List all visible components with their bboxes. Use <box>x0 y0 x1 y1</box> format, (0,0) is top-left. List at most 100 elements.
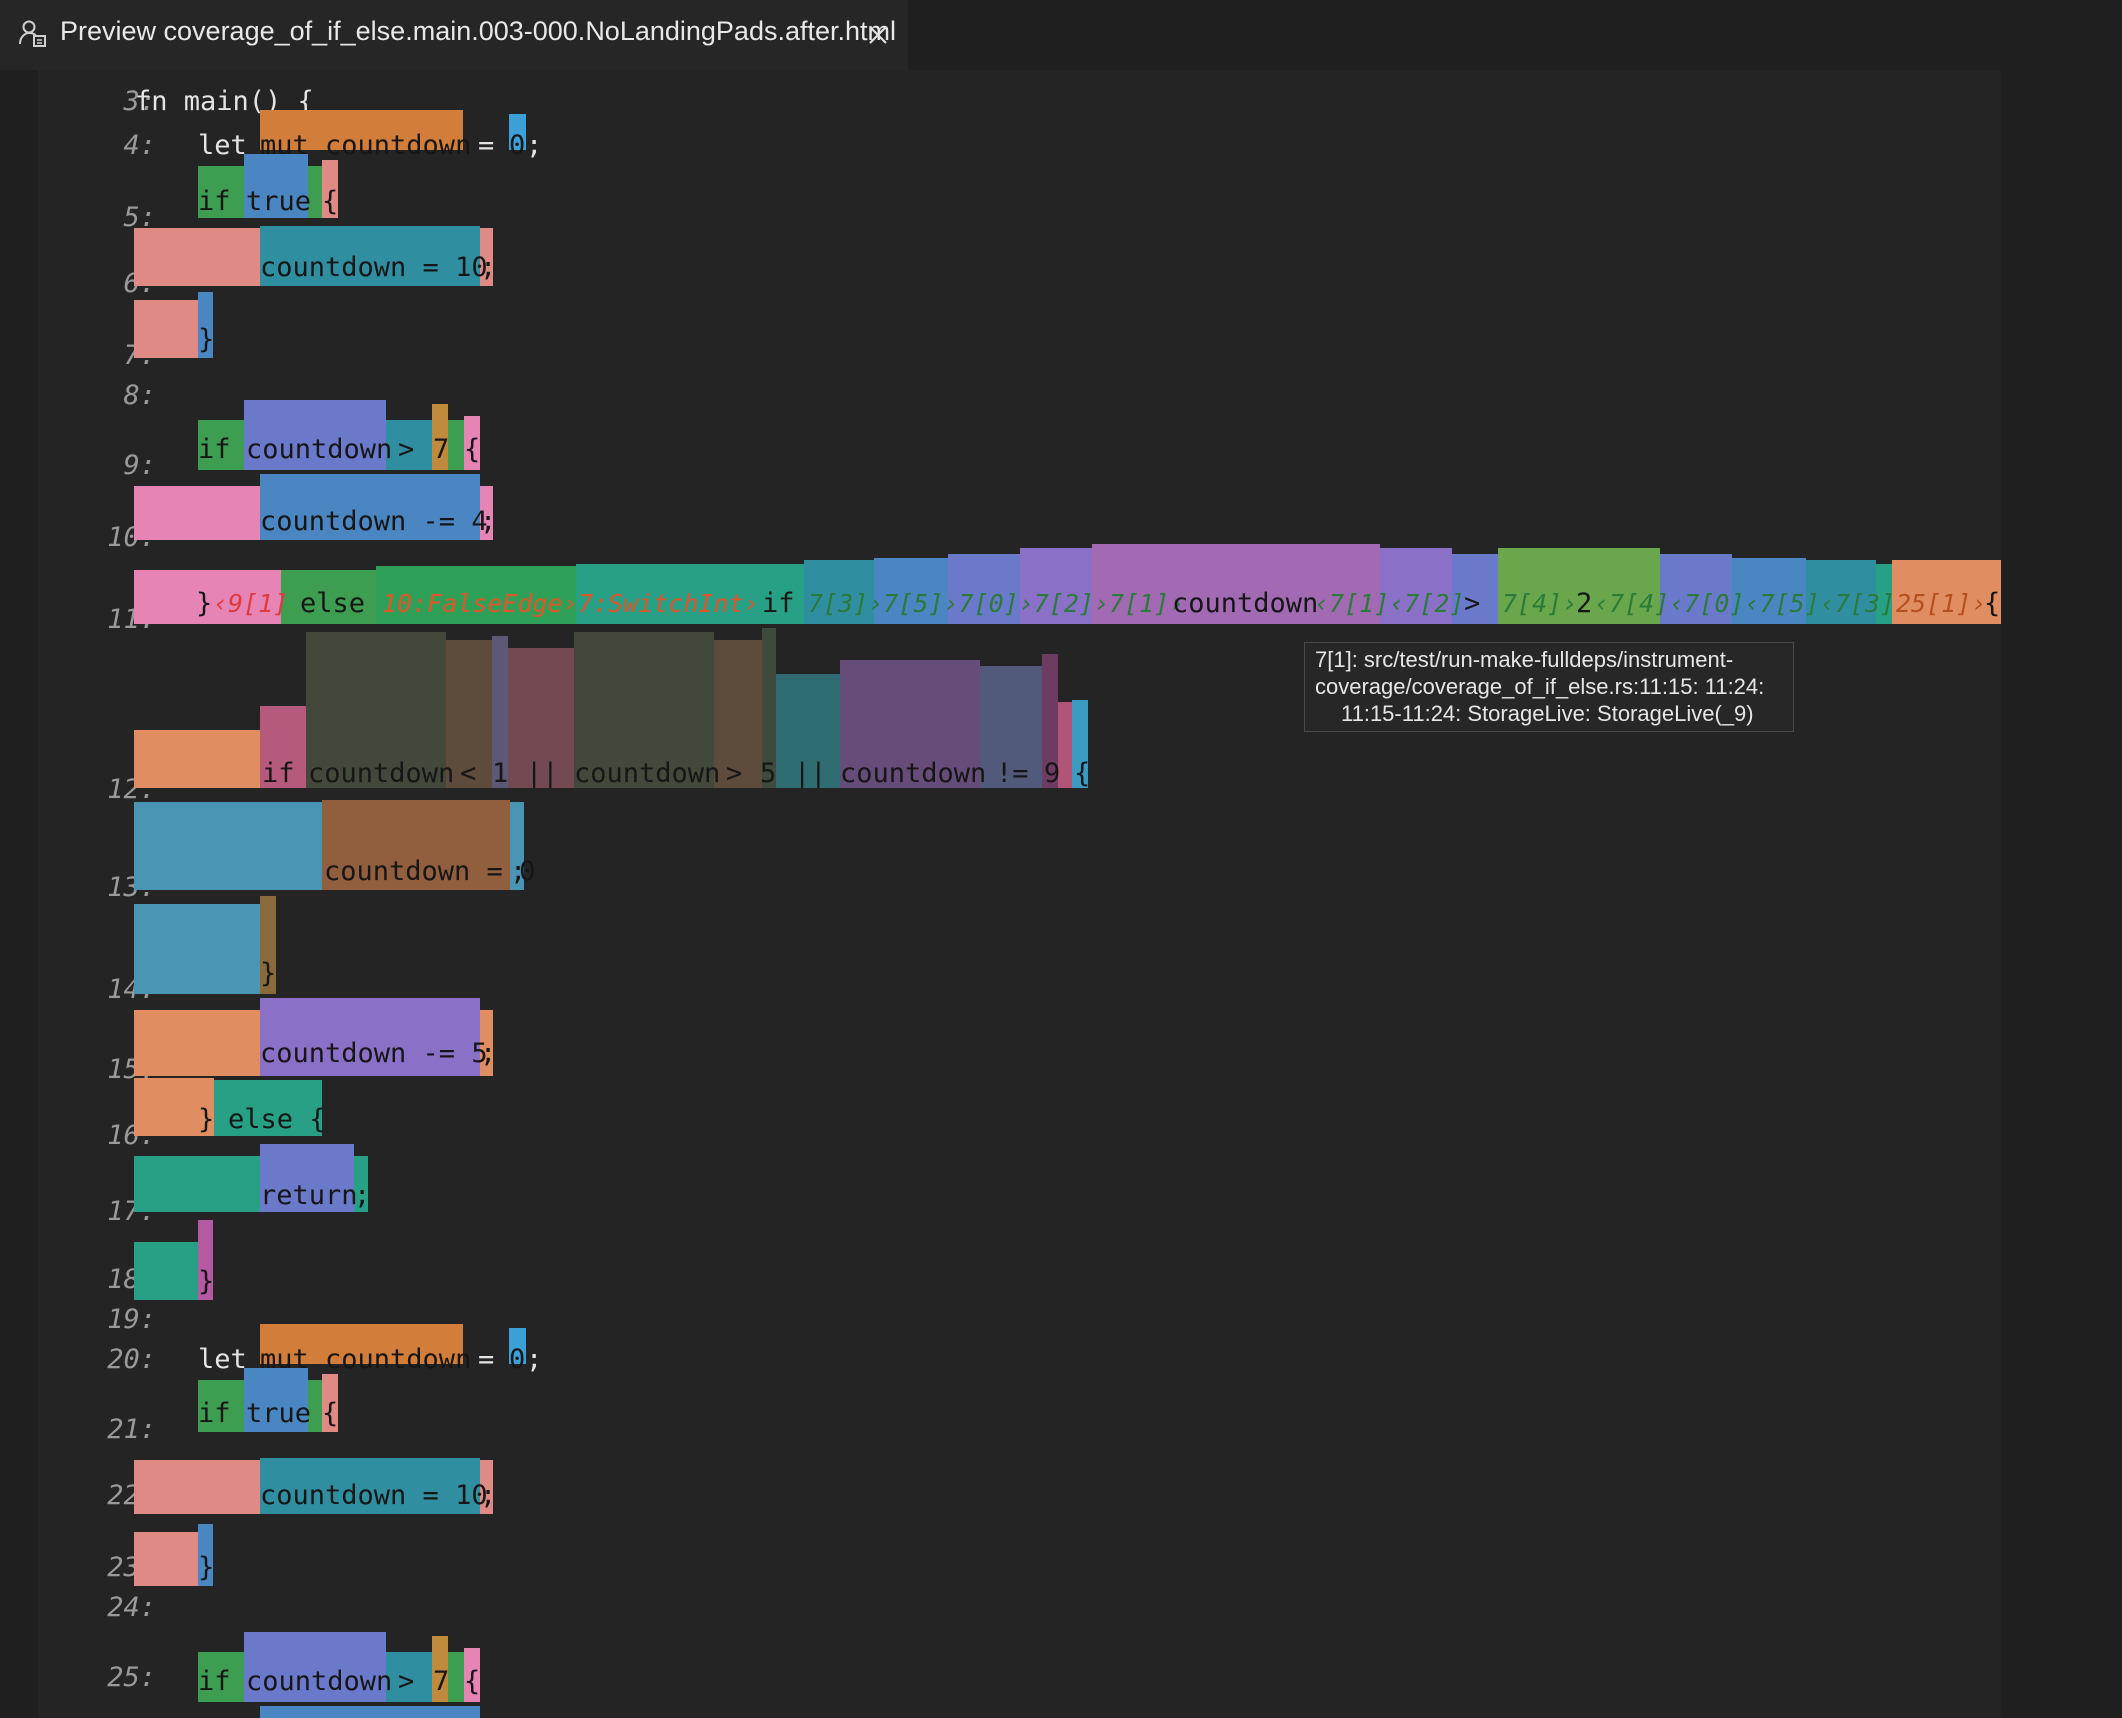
code-gt: > <box>398 434 415 465</box>
line-number: 24: <box>107 1592 156 1623</box>
coverage-span <box>244 400 386 470</box>
code-eq: = <box>478 1344 495 1375</box>
code-countdown: countdown <box>574 758 721 789</box>
coverage-span <box>322 160 338 218</box>
coverage-span <box>244 1368 308 1432</box>
code-semi: ; <box>480 506 497 537</box>
coverage-label: 7:SwitchInt› <box>578 589 759 618</box>
line-number: 25: <box>107 1662 156 1693</box>
coverage-span <box>308 1380 322 1432</box>
coverage-span <box>260 226 480 286</box>
code-true: true <box>246 186 312 217</box>
coverage-span <box>260 1324 463 1364</box>
coverage-span <box>1876 564 1892 624</box>
coverage-span <box>260 998 480 1076</box>
coverage-span <box>508 648 574 788</box>
coverage-span <box>244 1632 386 1702</box>
code-ne: != <box>996 758 1029 789</box>
code-gt: > <box>726 758 743 789</box>
coverage-span <box>198 1380 244 1432</box>
coverage-tooltip: 7[1]: src/test/run-make-fulldeps/instrum… <box>1304 642 1794 732</box>
coverage-span <box>134 1010 260 1076</box>
coverage-span <box>322 1374 338 1432</box>
code-countdown-decrement: countdown -= 5 <box>260 1038 488 1069</box>
code-countdown: countdown <box>246 1666 393 1697</box>
coverage-span <box>134 1078 214 1136</box>
code-else: else { <box>228 1104 326 1135</box>
code-zero: 0 <box>509 130 526 161</box>
coverage-span <box>509 1328 526 1364</box>
code-seven: 7 <box>433 1666 450 1697</box>
tooltip-line: 11:15-11:24: StorageLive: StorageLive(_9… <box>1341 701 1754 726</box>
coverage-label: 7[4]› <box>1502 589 1578 618</box>
coverage-span <box>464 416 480 470</box>
coverage-span <box>574 632 714 788</box>
line-number: 4: <box>123 130 156 161</box>
coverage-span <box>480 228 493 286</box>
code-close-brace: } <box>198 1104 215 1135</box>
tab-preview[interactable]: Preview coverage_of_if_else.main.003-000… <box>0 0 908 70</box>
coverage-span <box>1020 548 1092 624</box>
code-brace: { <box>322 1398 339 1429</box>
coverage-span <box>214 1080 322 1136</box>
coverage-span <box>244 154 308 218</box>
coverage-span <box>281 570 376 624</box>
code-countdown-assign: countdown = 10 <box>260 1480 488 1511</box>
coverage-span <box>1452 554 1498 624</box>
code-two: 2 <box>1576 588 1593 619</box>
coverage-span <box>198 166 244 218</box>
code-seven: 7 <box>433 434 450 465</box>
coverage-span <box>448 1652 464 1702</box>
code-brace: { <box>464 1666 481 1697</box>
coverage-span <box>1498 548 1660 624</box>
coverage-span <box>308 166 322 218</box>
line-number: 9: <box>123 450 156 481</box>
coverage-span <box>322 800 510 890</box>
line-number: 19: <box>107 1304 156 1335</box>
coverage-span <box>980 666 1042 788</box>
code-countdown: countdown <box>1172 588 1319 619</box>
coverage-label: 25[1]› <box>1896 589 1987 618</box>
code-if: if <box>262 758 295 789</box>
coverage-span <box>134 300 198 358</box>
code-gt: > <box>1464 588 1481 619</box>
preview-icon <box>19 20 46 47</box>
code-brace: { <box>322 186 339 217</box>
code-or: || <box>526 758 559 789</box>
code-semi: ; <box>526 130 543 161</box>
tooltip-line: coverage/coverage_of_if_else.rs:11:15: 1… <box>1315 674 1765 699</box>
code-brace: } <box>198 1266 215 1297</box>
code-if: if <box>198 186 231 217</box>
coverage-span <box>510 802 524 890</box>
coverage-label: ‹7[1]‹7[2] <box>1314 589 1465 618</box>
coverage-span <box>432 404 448 470</box>
coverage-span <box>260 896 276 994</box>
coverage-span <box>1092 544 1380 624</box>
coverage-span <box>576 564 804 624</box>
code-zero: 0 <box>509 1344 526 1375</box>
coverage-span <box>874 558 948 624</box>
coverage-span <box>776 674 840 788</box>
coverage-span <box>464 1648 480 1702</box>
code-close-brace: } <box>196 588 213 619</box>
code-let: let <box>198 130 247 161</box>
coverage-span <box>1042 654 1058 788</box>
code-if: if <box>762 588 795 619</box>
coverage-span <box>840 660 980 788</box>
coverage-span <box>260 110 463 150</box>
coverage-span <box>260 1706 480 1718</box>
code-brace: } <box>198 1552 215 1583</box>
coverage-span <box>354 1156 368 1212</box>
line-number: 20: <box>107 1344 156 1375</box>
coverage-span <box>134 802 322 890</box>
coverage-span <box>1380 548 1452 624</box>
coverage-span <box>386 1652 432 1702</box>
coverage-label: ‹9[1] <box>213 589 289 618</box>
close-icon[interactable] <box>864 21 892 49</box>
code-return: return <box>260 1180 358 1211</box>
code-countdown-assign: countdown = 10 <box>260 252 488 283</box>
coverage-span <box>134 730 260 788</box>
code-five: 5 <box>760 758 777 789</box>
coverage-span <box>260 1144 354 1212</box>
coverage-label: ‹7[4]‹7[0]‹7[5]‹7[3] <box>1594 589 1896 618</box>
